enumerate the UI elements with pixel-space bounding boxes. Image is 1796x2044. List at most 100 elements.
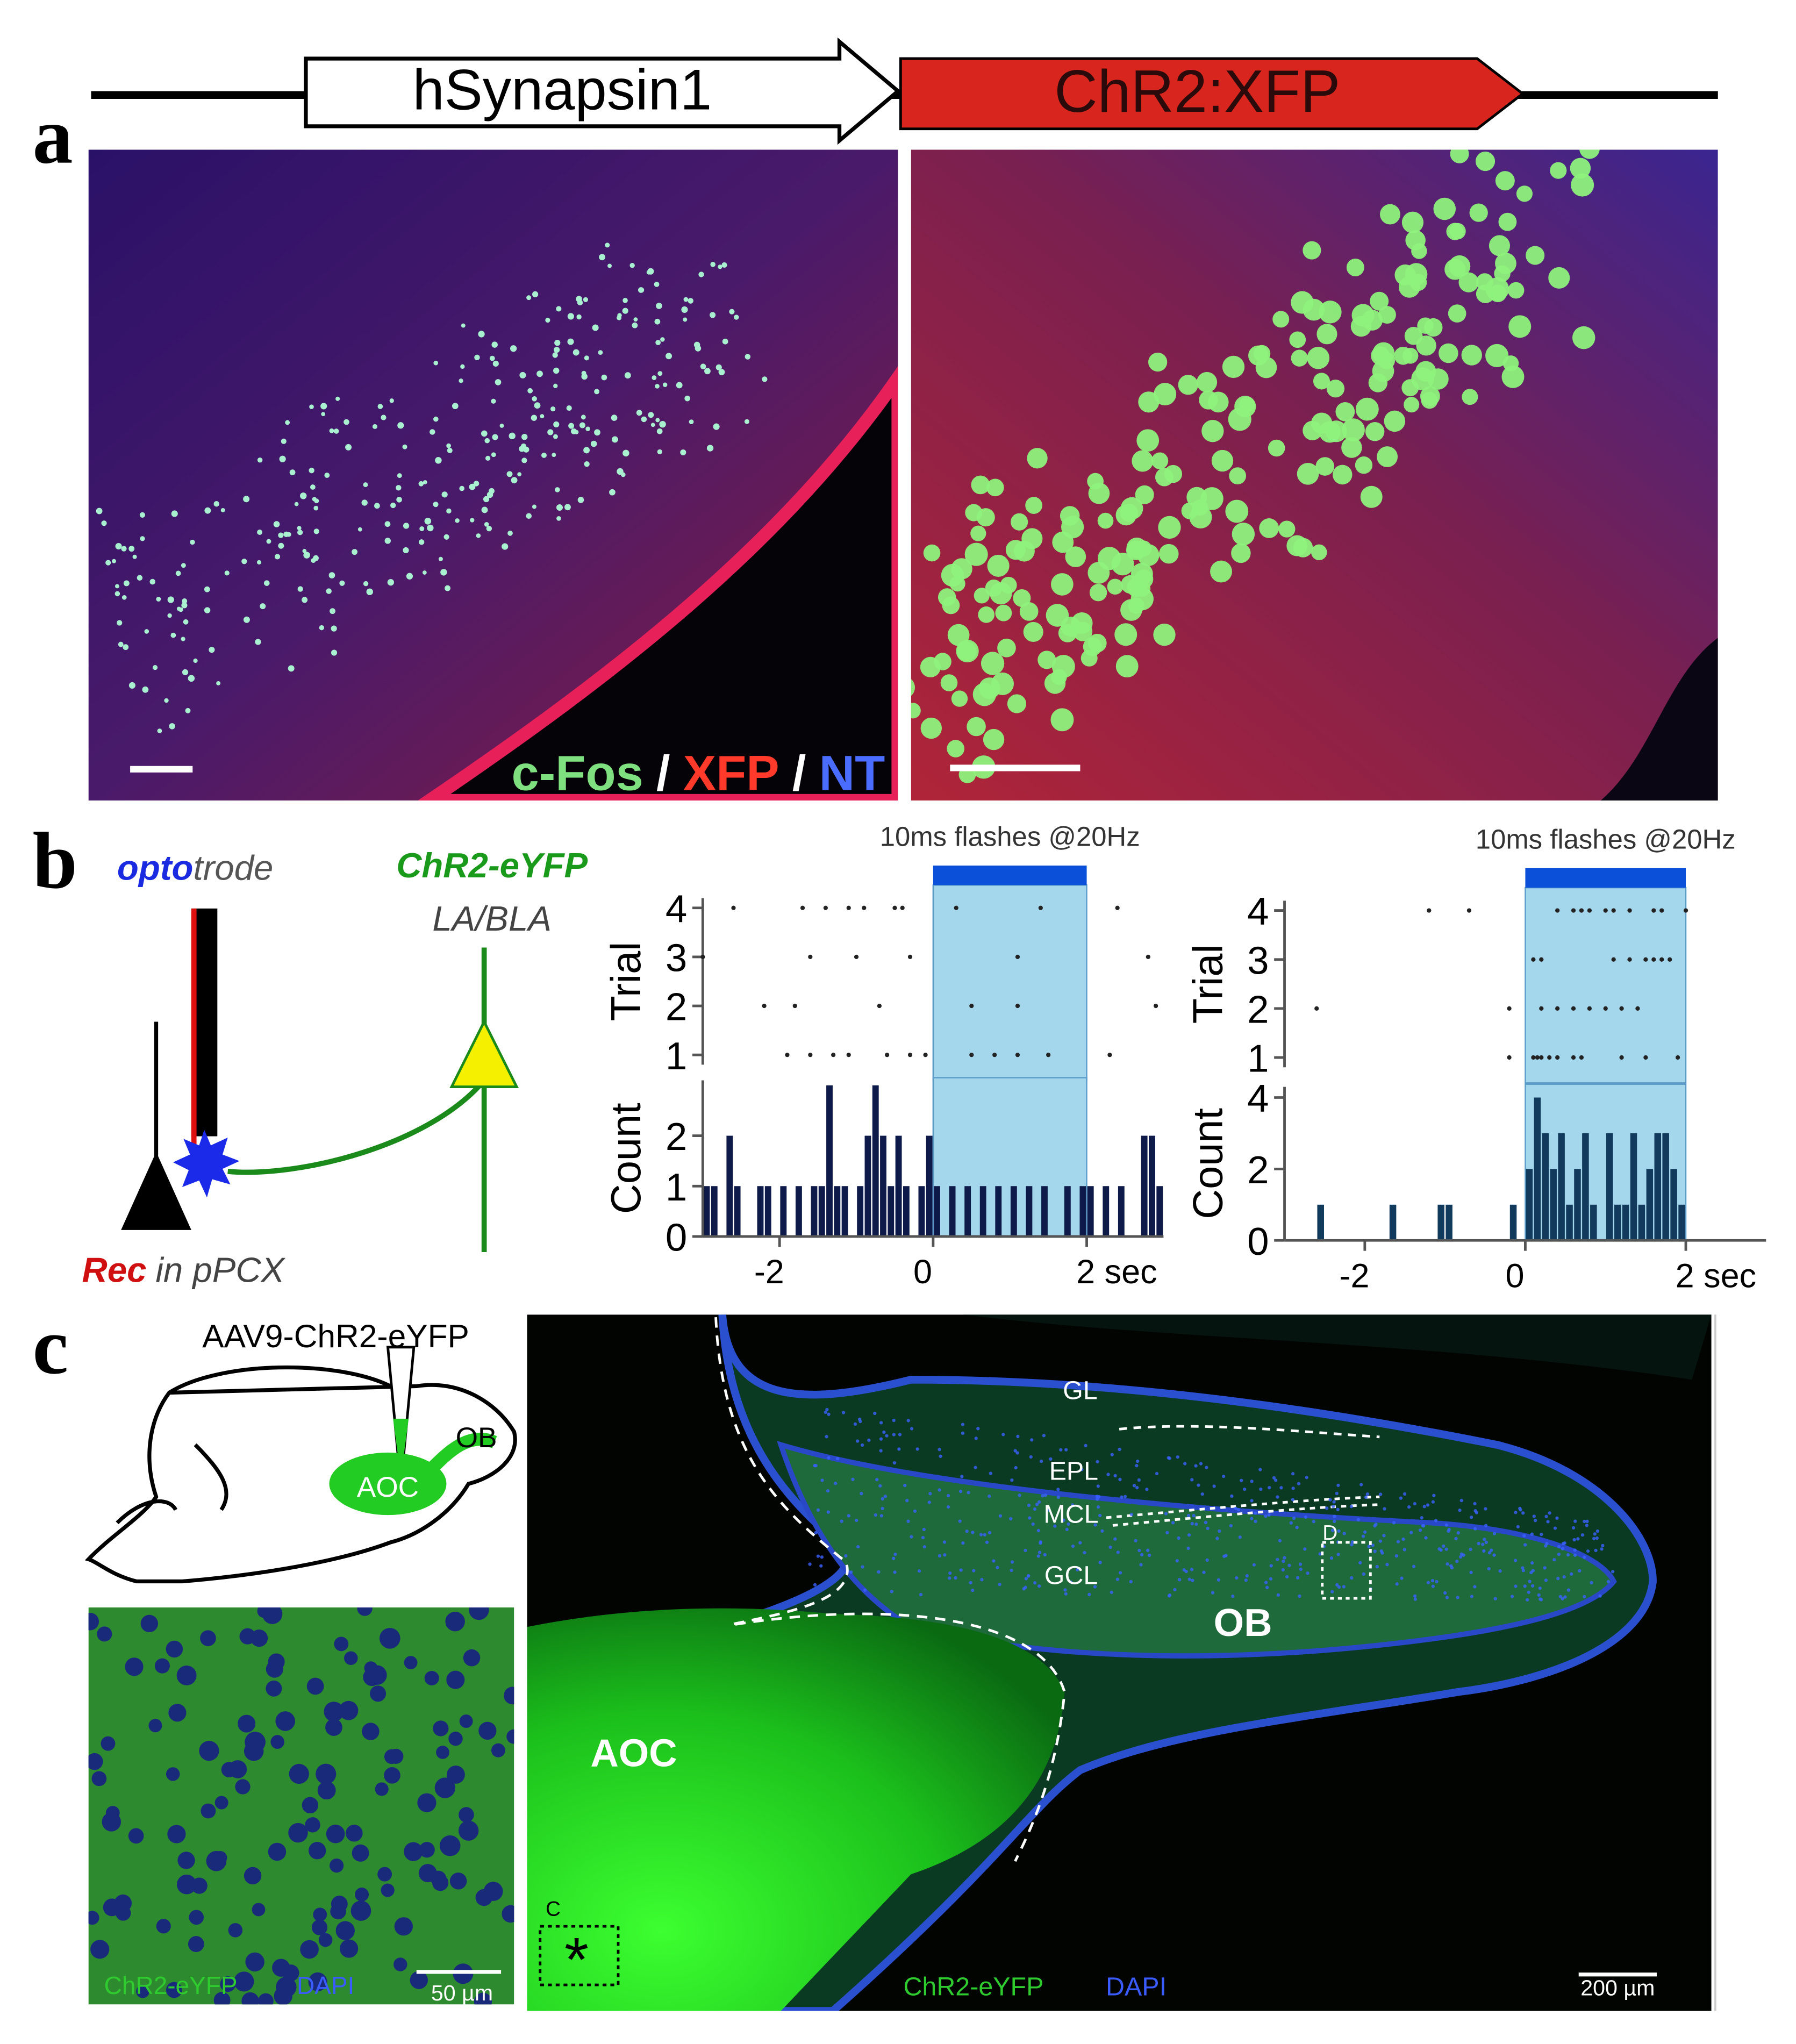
cell bbox=[1361, 1534, 1365, 1538]
cell bbox=[175, 570, 181, 576]
spike bbox=[762, 1003, 767, 1009]
cell bbox=[142, 686, 149, 693]
cell bbox=[536, 370, 543, 377]
cell bbox=[1276, 1593, 1280, 1597]
spike bbox=[846, 1053, 851, 1057]
cell bbox=[1225, 499, 1249, 523]
bar bbox=[1646, 1169, 1654, 1241]
region-label: LA/BLA bbox=[432, 899, 552, 938]
cell bbox=[1145, 1488, 1149, 1491]
cell bbox=[1507, 282, 1525, 299]
cell bbox=[1373, 1549, 1377, 1553]
cell bbox=[1093, 1585, 1097, 1589]
cell bbox=[313, 528, 319, 534]
cell bbox=[534, 402, 541, 409]
cell bbox=[1492, 1553, 1496, 1557]
bar bbox=[841, 1186, 848, 1237]
spike bbox=[1015, 1053, 1020, 1057]
cell bbox=[285, 420, 290, 425]
cell bbox=[1378, 306, 1396, 324]
cell bbox=[689, 419, 694, 425]
cell bbox=[971, 1531, 975, 1534]
cell bbox=[1135, 1485, 1139, 1490]
cell bbox=[611, 414, 618, 421]
neuron bbox=[449, 1019, 519, 1088]
cell bbox=[988, 1494, 991, 1498]
cell bbox=[1106, 1473, 1110, 1476]
cell bbox=[879, 1421, 883, 1425]
cell bbox=[504, 1686, 514, 1705]
cell bbox=[1573, 1553, 1577, 1557]
stain-label: ChR2-eYFP bbox=[104, 1971, 238, 1999]
cell bbox=[491, 398, 496, 404]
cell bbox=[1476, 273, 1494, 291]
cell bbox=[1186, 1513, 1191, 1518]
cell bbox=[1318, 1552, 1322, 1556]
cell bbox=[1089, 584, 1107, 602]
cell bbox=[1601, 1543, 1605, 1548]
cell bbox=[1570, 1572, 1573, 1576]
cell bbox=[1015, 1451, 1019, 1455]
cell bbox=[620, 472, 626, 477]
cell bbox=[1110, 1590, 1113, 1594]
cell bbox=[1303, 298, 1325, 321]
cell bbox=[204, 586, 210, 592]
cell bbox=[1164, 1512, 1168, 1516]
spike bbox=[1146, 954, 1150, 960]
cell bbox=[1130, 587, 1154, 611]
cell bbox=[1243, 1487, 1247, 1491]
cell bbox=[1378, 1539, 1383, 1543]
stimulus-bar bbox=[1525, 868, 1686, 888]
cell bbox=[1190, 1568, 1194, 1571]
cell bbox=[1544, 1578, 1548, 1582]
cell bbox=[252, 1903, 266, 1917]
cell bbox=[1212, 1484, 1216, 1488]
cell bbox=[149, 578, 155, 585]
cell bbox=[406, 573, 413, 580]
bar bbox=[926, 1135, 933, 1237]
cell bbox=[997, 638, 1016, 657]
cell bbox=[527, 388, 533, 394]
cell bbox=[1191, 1578, 1194, 1582]
aoc-region bbox=[527, 1608, 1065, 2011]
bar bbox=[826, 1085, 833, 1237]
cell bbox=[1139, 1563, 1143, 1567]
cell bbox=[91, 1771, 107, 1786]
cell bbox=[826, 1489, 830, 1493]
cell bbox=[553, 367, 560, 374]
spike bbox=[808, 1053, 813, 1057]
cell bbox=[946, 1505, 950, 1509]
cell bbox=[352, 1844, 369, 1862]
cell bbox=[1379, 204, 1400, 225]
cell bbox=[478, 331, 485, 338]
y-tick-label: 0 bbox=[1247, 1220, 1269, 1263]
cell bbox=[903, 1483, 907, 1488]
cell bbox=[938, 1488, 941, 1492]
cell bbox=[656, 428, 663, 434]
spike bbox=[846, 905, 851, 910]
cell bbox=[681, 306, 688, 313]
panel-letter: b bbox=[33, 816, 77, 905]
spike bbox=[1571, 1006, 1576, 1011]
cell bbox=[1253, 345, 1271, 362]
cell bbox=[188, 675, 195, 682]
cell bbox=[422, 570, 427, 575]
cell bbox=[1432, 1493, 1436, 1497]
cell bbox=[112, 559, 116, 563]
cell bbox=[1490, 1548, 1493, 1552]
cell bbox=[1039, 1459, 1043, 1463]
cell bbox=[303, 552, 310, 559]
cell bbox=[452, 403, 459, 410]
cell bbox=[1178, 375, 1198, 395]
cell bbox=[260, 603, 266, 610]
cell bbox=[906, 1519, 910, 1523]
cell bbox=[1255, 356, 1277, 378]
cell bbox=[1052, 531, 1074, 553]
cell bbox=[947, 624, 970, 646]
cell bbox=[463, 1649, 481, 1667]
chart-title: 10ms flashes @20Hz bbox=[880, 821, 1140, 852]
cell bbox=[540, 414, 545, 419]
cell bbox=[1134, 1539, 1137, 1542]
cell bbox=[1445, 1596, 1449, 1599]
bar bbox=[1103, 1186, 1110, 1237]
